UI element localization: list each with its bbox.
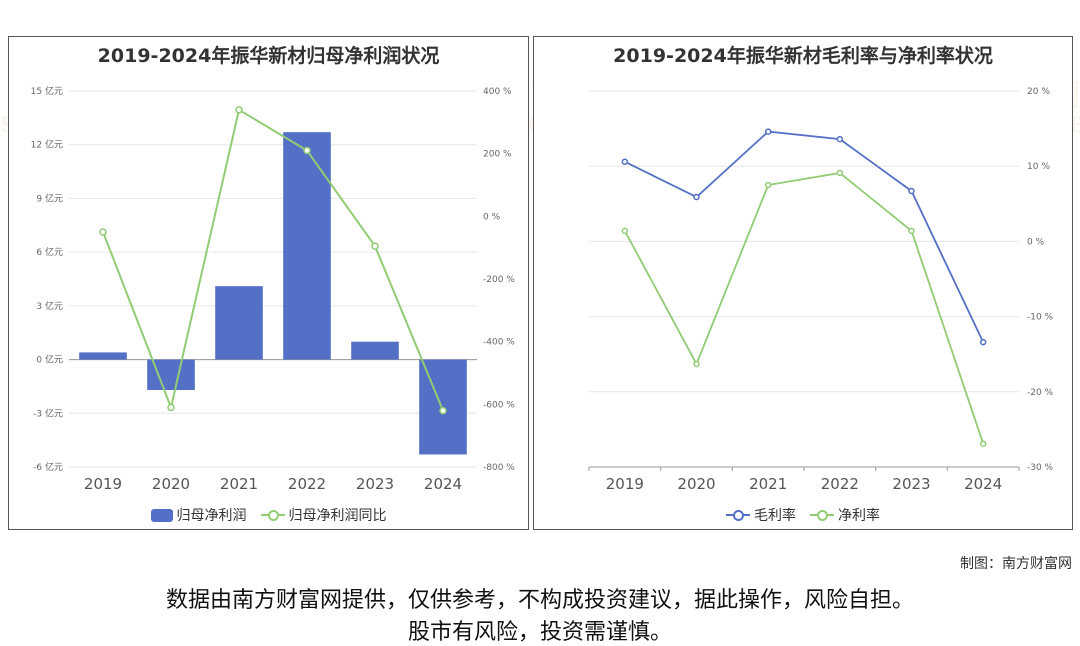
x-tick-label: 2024 xyxy=(424,475,462,493)
legend-item-net-profit[interactable]: 归母净利润 xyxy=(150,505,247,525)
point-gross-margin xyxy=(764,128,772,135)
chart-credit: 制图：南方财富网 xyxy=(960,556,1072,572)
right-legend: 毛利率 净利率 xyxy=(534,505,1072,525)
point-net-profit-yoy xyxy=(235,106,243,114)
left-chart-panel: 2019-2024年振华新材归母净利润状况 15 亿元 12 亿元 9 亿元 6 亿元… xyxy=(8,36,529,530)
y-right-tick-label: -400 % xyxy=(483,338,515,348)
y-left-tick-label: 9 亿元 xyxy=(36,192,63,204)
x-tick-label: 2023 xyxy=(892,475,930,493)
left-legend: 归母净利润 归母净利润同比 xyxy=(9,505,528,525)
y-right-tick-label: 10 % xyxy=(1027,162,1050,172)
legend-line-swatch xyxy=(260,508,285,522)
right-chart-title: 2019-2024年振华新材毛利率与净利率状况 xyxy=(613,45,993,67)
legend-label: 归母净利润同比 xyxy=(288,508,387,524)
x-tick-label: 2019 xyxy=(606,475,644,493)
point-gross-margin xyxy=(908,187,915,195)
disclaimer-line-1: 数据由南方财富网提供，仅供参考，不构成投资建议，据此操作，风险自担。 xyxy=(165,588,914,613)
x-tick-label: 2023 xyxy=(356,475,394,493)
x-tick-label: 2021 xyxy=(220,475,258,493)
x-tick-label: 2020 xyxy=(152,475,190,493)
line-net-margin xyxy=(624,172,985,444)
point-gross-margin xyxy=(621,158,629,165)
point-net-margin xyxy=(693,360,700,368)
y-right-tick-label: 0 % xyxy=(483,212,501,222)
x-tick-label: 2022 xyxy=(288,475,326,493)
point-gross-margin xyxy=(693,193,700,201)
y-right-tick-label: 400 % xyxy=(483,87,512,97)
y-right-tick-label: -600 % xyxy=(483,400,515,410)
point-net-profit-yoy xyxy=(371,242,379,250)
x-tick-label: 2019 xyxy=(84,475,122,493)
right-chart-panel: 2019-2024年振华新材毛利率与净利率状况 20 % 10 % 0 % -10 %… xyxy=(533,36,1073,530)
x-tick-label: 2021 xyxy=(749,475,787,493)
point-net-profit-yoy xyxy=(303,146,311,155)
legend-label: 归母净利润 xyxy=(176,508,247,524)
y-left-tick-label: 0 亿元 xyxy=(36,354,63,366)
point-net-profit-yoy xyxy=(167,403,175,412)
line-gross-margin xyxy=(624,130,984,343)
bar-net-profit xyxy=(283,132,331,360)
y-right-tick-label: -800 % xyxy=(483,463,515,473)
disclaimer-line-2: 股市有风险，投资需谨慎。 xyxy=(407,620,672,645)
bar-net-profit xyxy=(351,341,399,360)
legend-label: 毛利率 xyxy=(754,508,796,524)
y-left-tick-label: 15 亿元 xyxy=(31,85,63,97)
bar-net-profit xyxy=(215,286,263,360)
legend-line-swatch xyxy=(810,508,834,522)
left-chart-svg: 15 亿元 12 亿元 9 亿元 6 亿元 3 亿元 0 亿元 -3 亿元 -6 亿元 400 … xyxy=(31,85,516,493)
right-chart-svg: 20 % 10 % 0 % -10 % -20 % -30 % 2019 2020 2021 20… xyxy=(588,87,1054,493)
point-gross-margin xyxy=(979,338,987,346)
line-net-profit-yoy xyxy=(102,108,444,411)
legend-line-swatch xyxy=(726,508,750,522)
legend-item-net-profit-yoy[interactable]: 归母净利润同比 xyxy=(260,505,387,525)
legend-item-net-margin[interactable]: 净利率 xyxy=(810,505,880,525)
left-chart-title: 2019-2024年振华新材归母净利润状况 xyxy=(97,45,440,67)
point-gross-margin xyxy=(836,135,844,143)
y-left-tick-label: -6 亿元 xyxy=(33,461,63,473)
point-net-margin xyxy=(979,440,987,447)
y-left-tick-label: 6 亿元 xyxy=(36,246,63,258)
x-tick-label: 2022 xyxy=(821,475,859,493)
y-right-tick-label: -30 % xyxy=(1027,463,1054,473)
point-net-margin xyxy=(836,169,844,177)
legend-bar-swatch xyxy=(150,508,173,522)
y-right-tick-label: 200 % xyxy=(483,150,512,160)
y-right-tick-label: -10 % xyxy=(1027,313,1054,323)
y-right-tick-label: 20 % xyxy=(1027,87,1050,97)
y-left-tick-label: 12 亿元 xyxy=(31,139,63,151)
legend-label: 净利率 xyxy=(838,508,880,524)
bar-net-profit xyxy=(79,352,127,360)
y-right-tick-label: -200 % xyxy=(483,275,515,285)
point-net-margin xyxy=(908,227,915,235)
point-net-margin xyxy=(621,227,629,235)
point-net-margin xyxy=(764,181,772,189)
x-tick-label: 2024 xyxy=(964,475,1002,493)
y-left-tick-label: 3 亿元 xyxy=(36,300,63,312)
legend-item-gross-margin[interactable]: 毛利率 xyxy=(726,505,796,525)
y-right-tick-label: -20 % xyxy=(1027,388,1054,398)
y-left-tick-label: -3 亿元 xyxy=(33,407,63,419)
point-net-profit-yoy xyxy=(439,406,447,415)
point-net-profit-yoy xyxy=(99,228,107,236)
y-right-tick-label: 0 % xyxy=(1027,237,1045,247)
x-tick-label: 2020 xyxy=(677,475,715,493)
